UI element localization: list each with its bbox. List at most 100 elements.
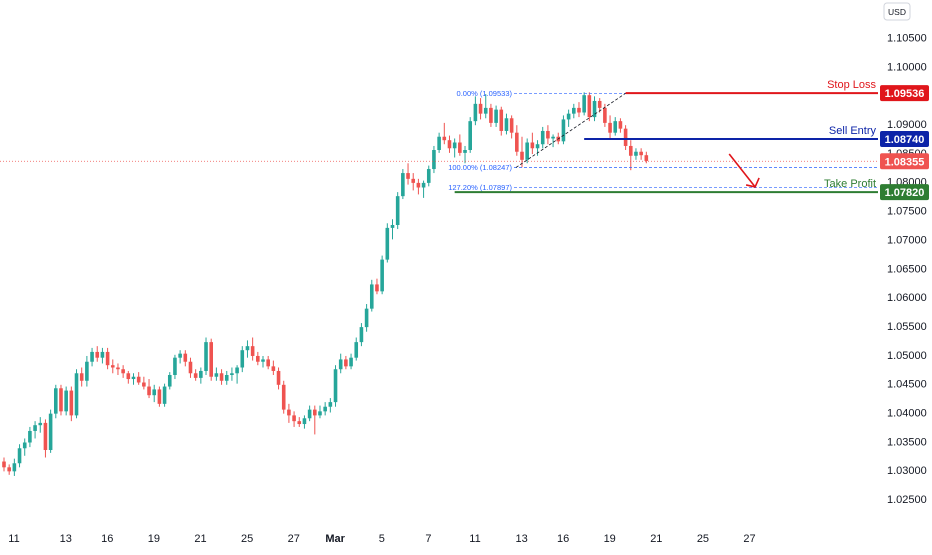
candle-body — [162, 386, 167, 404]
candle-body — [183, 353, 188, 362]
candle-body — [110, 365, 115, 368]
candle-body — [452, 142, 457, 149]
candle-body — [458, 142, 462, 153]
candle-body — [623, 128, 628, 146]
candle-body — [105, 351, 110, 366]
candle-body — [463, 150, 467, 153]
candle-body — [240, 350, 245, 368]
candle-body — [188, 361, 193, 374]
y-tick-label: 1.02500 — [887, 494, 927, 506]
candle-body — [126, 373, 131, 380]
candle-body — [116, 367, 120, 370]
candle-body — [390, 225, 395, 228]
candle-body — [38, 422, 43, 426]
candle-body — [504, 118, 509, 131]
candle-body — [426, 169, 431, 183]
projection-arrow-icon — [728, 153, 756, 188]
y-tick-label: 1.03000 — [887, 465, 927, 477]
x-tick-label: 25 — [697, 533, 709, 545]
candle-body — [483, 107, 488, 114]
sell-entry-price-box — [880, 131, 929, 148]
candle-body — [152, 389, 157, 396]
candle-body — [95, 351, 100, 358]
candle-body — [540, 130, 545, 145]
candle-body — [613, 121, 618, 133]
candle-body — [509, 118, 514, 133]
candle-body — [307, 409, 312, 419]
candle-body — [442, 136, 447, 141]
candle-body — [344, 359, 348, 367]
take-profit-price-text: 1.07820 — [885, 187, 925, 199]
candle-body — [266, 359, 270, 367]
candle-body — [603, 107, 607, 123]
x-tick-label: 21 — [194, 533, 206, 545]
y-tick-label: 1.06000 — [887, 292, 927, 304]
candle-body — [494, 109, 498, 123]
current-price-text: 1.08355 — [885, 156, 925, 168]
candle-body — [318, 411, 322, 416]
x-tick-label: 7 — [425, 533, 431, 545]
x-tick-label: Mar — [325, 533, 345, 545]
candle-body — [22, 442, 27, 449]
candle-body — [385, 227, 390, 260]
candle-body — [276, 370, 281, 385]
candle-body — [2, 461, 6, 468]
candle-body — [349, 357, 353, 367]
candle-body — [447, 140, 452, 149]
take-profit-label: Take Profit — [824, 178, 876, 190]
candle-body — [136, 376, 141, 383]
candle-body — [572, 107, 576, 114]
x-tick-label: 5 — [379, 533, 385, 545]
candles — [2, 92, 649, 476]
candle-body — [323, 406, 327, 412]
projection-arrow-head-icon — [745, 177, 760, 188]
candle-body — [287, 409, 291, 416]
y-tick-label: 1.10000 — [887, 61, 927, 73]
y-tick-label: 1.05000 — [887, 350, 927, 362]
candle-body — [520, 151, 524, 160]
candle-body — [313, 409, 317, 416]
y-tick-label: 1.07000 — [887, 234, 927, 246]
candle-body — [193, 373, 198, 378]
candle-body — [142, 382, 146, 387]
candle-body — [121, 369, 125, 374]
candle-body — [566, 113, 571, 120]
x-tick-label: 16 — [101, 533, 113, 545]
candle-body — [219, 373, 224, 381]
candle-body — [245, 346, 250, 351]
currency-label: USD — [888, 7, 906, 17]
candle-body — [489, 107, 493, 123]
x-tick-label: 13 — [516, 533, 528, 545]
candle-body — [131, 376, 136, 380]
candle-body — [230, 373, 234, 375]
candle-body — [28, 430, 32, 443]
candle-body — [199, 370, 203, 378]
fib-level-label: 100.00% (1.08247) — [448, 163, 512, 172]
candle-body — [54, 388, 58, 414]
candle-body — [587, 95, 592, 118]
candle-body — [261, 359, 265, 362]
candle-body — [250, 346, 255, 356]
candle-body — [551, 136, 555, 139]
candle-body — [167, 375, 172, 387]
x-axis-ticks: 11 13 16 19 21 25 27 Mar 5 7 11 13 16 19 21 25 27 — [8, 533, 755, 545]
candle-body — [618, 121, 623, 129]
candle-body — [302, 418, 307, 425]
candle-body — [214, 373, 219, 377]
candle-body — [69, 390, 74, 416]
x-tick-label: 21 — [650, 533, 662, 545]
y-tick-label: 1.04000 — [887, 408, 927, 420]
candle-body — [271, 366, 276, 371]
candle-body — [209, 342, 213, 377]
candle-body — [297, 421, 302, 425]
candle-body — [178, 353, 182, 358]
candle-body — [634, 151, 638, 156]
x-tick-label: 16 — [557, 533, 569, 545]
y-tick-label: 1.05500 — [887, 321, 927, 333]
currency-badge[interactable] — [883, 2, 911, 21]
candle-body — [468, 121, 472, 150]
x-tick-label: 11 — [469, 533, 480, 545]
x-tick-label: 19 — [148, 533, 160, 545]
